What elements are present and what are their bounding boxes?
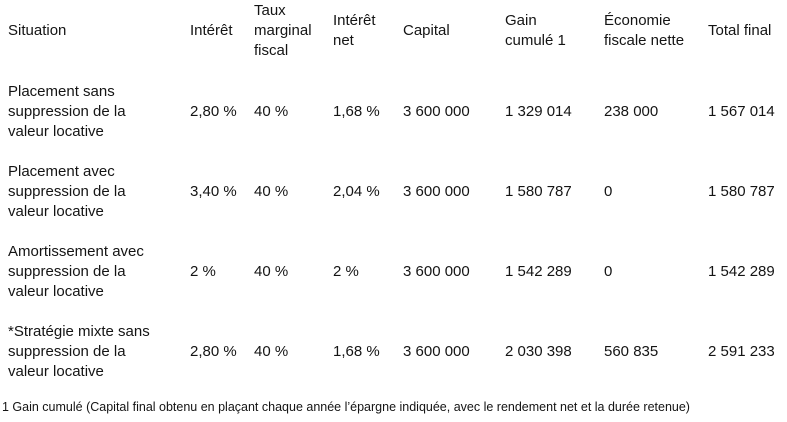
column-header-label: Capital — [403, 22, 450, 39]
value-cell: 0 — [604, 152, 708, 232]
value-text: 0 — [604, 183, 613, 200]
value-cell: 2,80 % — [190, 312, 254, 392]
value-text: 1 580 787 — [505, 183, 572, 200]
value-text: 1 542 289 — [708, 263, 775, 280]
situation-cell: *Stratégie mixte sans suppression de la … — [8, 312, 190, 392]
value-text: 3 600 000 — [403, 103, 470, 120]
situation-cell: Placement avec suppression de la valeur … — [8, 152, 190, 232]
column-header-label: Total final — [708, 22, 772, 39]
comparison-table: Situation Intérêt Taux marginal fiscal Inté… — [8, 0, 787, 392]
value-text: 1 567 014 — [708, 103, 775, 120]
value-text: 3 600 000 — [403, 183, 470, 200]
column-header-7: Économie fiscale nette — [604, 0, 708, 72]
situation-label: *Stratégie mixte sans suppression de la … — [8, 323, 150, 380]
value-cell: 1 329 014 — [505, 72, 604, 152]
column-header-2: Intérêt — [190, 0, 254, 72]
value-cell: 1 542 289 — [505, 232, 604, 312]
value-text: 3 600 000 — [403, 343, 470, 360]
value-cell: 1 542 289 — [708, 232, 787, 312]
value-cell: 1,68 % — [333, 72, 403, 152]
value-text: 1,68 % — [333, 103, 380, 120]
column-header-label: Gain cumulé 1 — [505, 12, 566, 49]
table-row: Amortissement avec suppression de la val… — [8, 232, 787, 312]
column-header-label: Intérêt — [190, 22, 233, 39]
table-row: Placement avec suppression de la valeur … — [8, 152, 787, 232]
value-cell: 40 % — [254, 312, 333, 392]
value-text: 2,80 % — [190, 343, 237, 360]
column-header-5: Capital — [403, 0, 505, 72]
value-text: 2,80 % — [190, 103, 237, 120]
value-text: 40 % — [254, 103, 289, 120]
value-text: 40 % — [254, 263, 289, 280]
footnote: 1 Gain cumulé (Capital final obtenu en p… — [2, 400, 690, 414]
value-text: 1 329 014 — [505, 103, 572, 120]
value-text: 40 % — [254, 183, 289, 200]
value-cell: 2 030 398 — [505, 312, 604, 392]
value-cell: 2 591 233 — [708, 312, 787, 392]
value-cell: 40 % — [254, 232, 333, 312]
column-header-8: Total final — [708, 0, 787, 72]
value-text: 2 030 398 — [505, 343, 572, 360]
value-cell: 1 580 787 — [708, 152, 787, 232]
value-cell: 2,80 % — [190, 72, 254, 152]
value-cell: 40 % — [254, 72, 333, 152]
value-cell: 1 580 787 — [505, 152, 604, 232]
situation-cell: Amortissement avec suppression de la val… — [8, 232, 190, 312]
value-text: 40 % — [254, 343, 289, 360]
column-header-label: Taux marginal fiscal — [254, 2, 312, 59]
value-cell: 560 835 — [604, 312, 708, 392]
value-cell: 0 — [604, 232, 708, 312]
situation-label: Amortissement avec suppression de la val… — [8, 243, 144, 300]
situation-label: Placement sans suppression de la valeur … — [8, 83, 126, 140]
column-header-4: Intérêt net — [333, 0, 403, 72]
value-text: 0 — [604, 263, 613, 280]
value-cell: 3 600 000 — [403, 72, 505, 152]
value-text: 1,68 % — [333, 343, 380, 360]
value-text: 3 600 000 — [403, 263, 470, 280]
value-text: 1 542 289 — [505, 263, 572, 280]
table-body: Placement sans suppression de la valeur … — [8, 72, 787, 392]
column-header-1: Situation — [8, 0, 190, 72]
comparison-table-container: Situation Intérêt Taux marginal fiscal Inté… — [8, 0, 787, 392]
situation-cell: Placement sans suppression de la valeur … — [8, 72, 190, 152]
value-cell: 3 600 000 — [403, 232, 505, 312]
column-header-label: Économie fiscale nette — [604, 12, 685, 49]
value-cell: 3 600 000 — [403, 312, 505, 392]
value-cell: 2 % — [190, 232, 254, 312]
value-text: 1 580 787 — [708, 183, 775, 200]
value-text: 2 591 233 — [708, 343, 775, 360]
column-header-6: Gain cumulé 1 — [505, 0, 604, 72]
table-row: *Stratégie mixte sans suppression de la … — [8, 312, 787, 392]
column-header-3: Taux marginal fiscal — [254, 0, 333, 72]
value-text: 2 % — [333, 263, 359, 280]
value-text: 2,04 % — [333, 183, 380, 200]
column-header-label: Situation — [8, 22, 67, 39]
table-row: Placement sans suppression de la valeur … — [8, 72, 787, 152]
value-cell: 2,04 % — [333, 152, 403, 232]
value-cell: 1,68 % — [333, 312, 403, 392]
situation-label: Placement avec suppression de la valeur … — [8, 163, 126, 220]
value-text: 238 000 — [604, 103, 659, 120]
column-header-label: Intérêt net — [333, 12, 376, 49]
value-text: 3,40 % — [190, 183, 237, 200]
value-cell: 238 000 — [604, 72, 708, 152]
value-cell: 40 % — [254, 152, 333, 232]
value-cell: 3 600 000 — [403, 152, 505, 232]
table-header-row: Situation Intérêt Taux marginal fiscal Inté… — [8, 0, 787, 72]
value-cell: 2 % — [333, 232, 403, 312]
value-cell: 3,40 % — [190, 152, 254, 232]
value-text: 2 % — [190, 263, 216, 280]
value-cell: 1 567 014 — [708, 72, 787, 152]
value-text: 560 835 — [604, 343, 659, 360]
